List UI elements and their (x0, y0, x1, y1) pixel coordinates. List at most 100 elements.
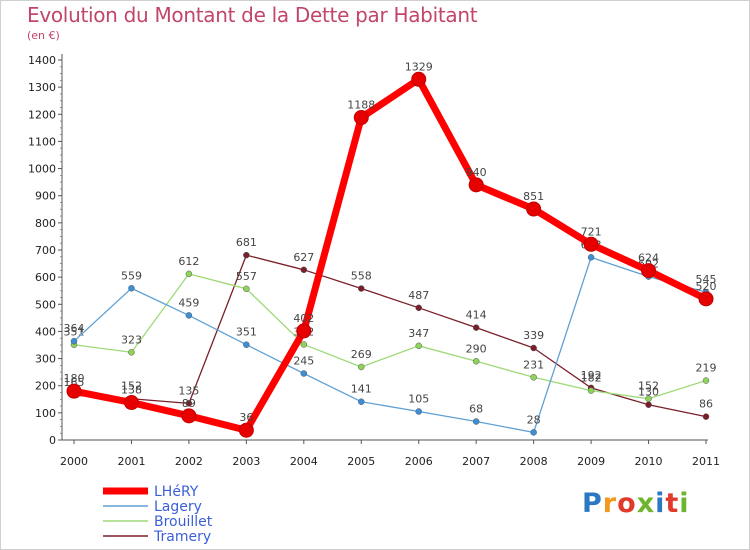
data-point (702, 413, 710, 420)
y-tick-label: 900 (35, 190, 56, 203)
data-point (415, 408, 422, 415)
data-label: 135 (178, 384, 199, 397)
data-label: 559 (121, 269, 142, 282)
data-label: 351 (236, 326, 257, 339)
data-label: 339 (523, 329, 544, 342)
legend-item-lhéry: LHéRY (103, 484, 199, 500)
series-lagery: 3645594593512451411056828673602545 (64, 238, 717, 436)
data-label: 520 (696, 280, 717, 293)
data-label: 347 (408, 327, 429, 340)
series-lhéry: 180 138 89 36 402 1188 1329 940 851 721 624 520 (64, 60, 717, 438)
data-label: 402 (293, 312, 314, 325)
series-line (73, 256, 707, 434)
data-point (472, 358, 480, 365)
data-point (472, 324, 480, 331)
data-point (468, 177, 484, 193)
data-label: 231 (523, 358, 544, 371)
data-label: 130 (638, 386, 659, 399)
data-label: 290 (466, 342, 487, 355)
legend-label: LHéRY (154, 484, 199, 500)
x-tick-label: 2010 (635, 455, 663, 468)
y-tick-label: 0 (49, 434, 56, 447)
legend-item-tramery: Tramery (103, 529, 211, 545)
y-tick-label: 1200 (28, 108, 56, 121)
y-tick-label: 400 (35, 325, 56, 338)
x-tick-label: 2003 (232, 455, 260, 468)
data-label: 557 (236, 270, 257, 283)
data-point (530, 429, 537, 436)
data-label: 36 (239, 411, 253, 424)
chart-title: Evolution du Montant de la Dette par Hab… (27, 3, 478, 27)
y-tick-label: 200 (35, 380, 56, 393)
logo-letter: x (636, 488, 656, 519)
legend-item-brouillet: Brouillet (103, 514, 213, 530)
data-label: 28 (527, 413, 541, 426)
data-label: 180 (64, 372, 85, 385)
data-label: 192 (581, 369, 602, 382)
data-point (300, 341, 308, 348)
legend-label: Brouillet (154, 514, 213, 530)
data-point (243, 341, 250, 348)
data-point (185, 400, 193, 407)
data-label: 851 (523, 190, 544, 203)
data-label: 182 (581, 372, 602, 385)
logo-letter: t (665, 488, 680, 519)
data-point (358, 285, 365, 292)
data-label: 414 (466, 309, 487, 322)
data-point (583, 236, 599, 252)
data-point (645, 395, 652, 402)
data-label: 351 (64, 326, 85, 339)
x-tick-label: 2002 (175, 455, 203, 468)
chart-subtitle: (en €) (27, 29, 60, 42)
data-point (300, 266, 308, 274)
data-point (238, 422, 254, 438)
y-tick-label: 600 (35, 271, 56, 284)
data-label: 269 (351, 348, 372, 361)
data-point (587, 254, 595, 261)
data-point (645, 401, 652, 408)
data-point (415, 342, 422, 350)
y-tick-label: 1400 (28, 54, 56, 67)
data-point (587, 387, 595, 394)
y-tick-label: 800 (35, 217, 56, 230)
data-point (702, 377, 710, 384)
data-label: 89 (182, 397, 196, 410)
data-label: 219 (696, 362, 717, 375)
data-point (530, 374, 537, 381)
data-label: 364 (64, 322, 85, 335)
data-label: 681 (236, 236, 257, 249)
data-point (358, 398, 365, 405)
series-brouillet: 351323612557352269347290231182152219 (64, 255, 717, 402)
data-label: 612 (178, 255, 199, 268)
legend-item-lagery: Lagery (103, 499, 202, 515)
data-label: 1329 (405, 60, 433, 73)
data-point (66, 383, 82, 399)
x-tick-label: 2006 (405, 455, 433, 468)
data-label: 141 (351, 383, 372, 396)
x-tick-label: 2004 (290, 455, 318, 468)
logo-letter: r (602, 488, 618, 519)
logo-letter: i (679, 488, 690, 519)
data-point (128, 285, 135, 292)
data-label: 68 (469, 403, 483, 416)
proxiti-logo: Proxiti (582, 488, 690, 519)
data-point (243, 285, 250, 293)
data-point (415, 304, 422, 312)
legend-label: Tramery (153, 529, 211, 545)
data-point (128, 349, 135, 356)
series-line (73, 254, 707, 418)
data-label: 152 (638, 380, 659, 393)
data-point (296, 323, 312, 339)
logo-letter: P (582, 488, 603, 519)
data-point (526, 201, 542, 217)
data-label: 459 (178, 296, 199, 309)
data-label: 138 (121, 384, 142, 397)
data-label: 627 (293, 251, 314, 264)
data-label: 245 (293, 355, 314, 368)
x-tick-label: 2008 (520, 455, 548, 468)
y-tick-label: 100 (35, 407, 56, 420)
data-label: 105 (408, 393, 429, 406)
data-label: 152 (121, 380, 142, 393)
data-label: 624 (638, 252, 659, 265)
